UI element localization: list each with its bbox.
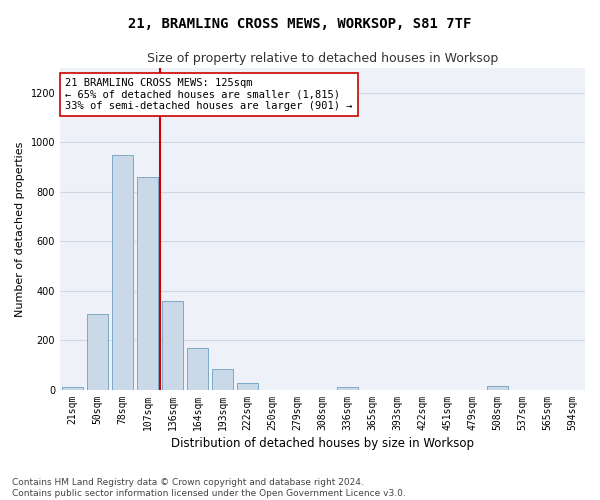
Bar (62, 386, 83, 390)
Bar (162, 302, 183, 390)
Bar (212, 369, 233, 390)
Bar (237, 383, 258, 390)
Bar (137, 176, 158, 390)
Text: 21 BRAMLING CROSS MEWS: 125sqm
← 65% of detached houses are smaller (1,815)
33% : 21 BRAMLING CROSS MEWS: 125sqm ← 65% of … (65, 78, 353, 111)
X-axis label: Distribution of detached houses by size in Worksop: Distribution of detached houses by size … (171, 437, 474, 450)
Y-axis label: Number of detached properties: Number of detached properties (15, 142, 25, 316)
Bar (187, 348, 208, 390)
Bar (87, 314, 108, 390)
Title: Size of property relative to detached houses in Worksop: Size of property relative to detached ho… (147, 52, 498, 66)
Bar (112, 154, 133, 390)
Text: Contains HM Land Registry data © Crown copyright and database right 2024.
Contai: Contains HM Land Registry data © Crown c… (12, 478, 406, 498)
Text: 21, BRAMLING CROSS MEWS, WORKSOP, S81 7TF: 21, BRAMLING CROSS MEWS, WORKSOP, S81 7T… (128, 18, 472, 32)
Bar (487, 386, 508, 390)
Bar (337, 386, 358, 390)
